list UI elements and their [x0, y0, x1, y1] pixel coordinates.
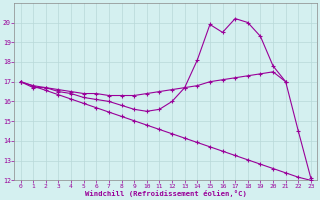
X-axis label: Windchill (Refroidissement éolien,°C): Windchill (Refroidissement éolien,°C) [85, 190, 247, 197]
